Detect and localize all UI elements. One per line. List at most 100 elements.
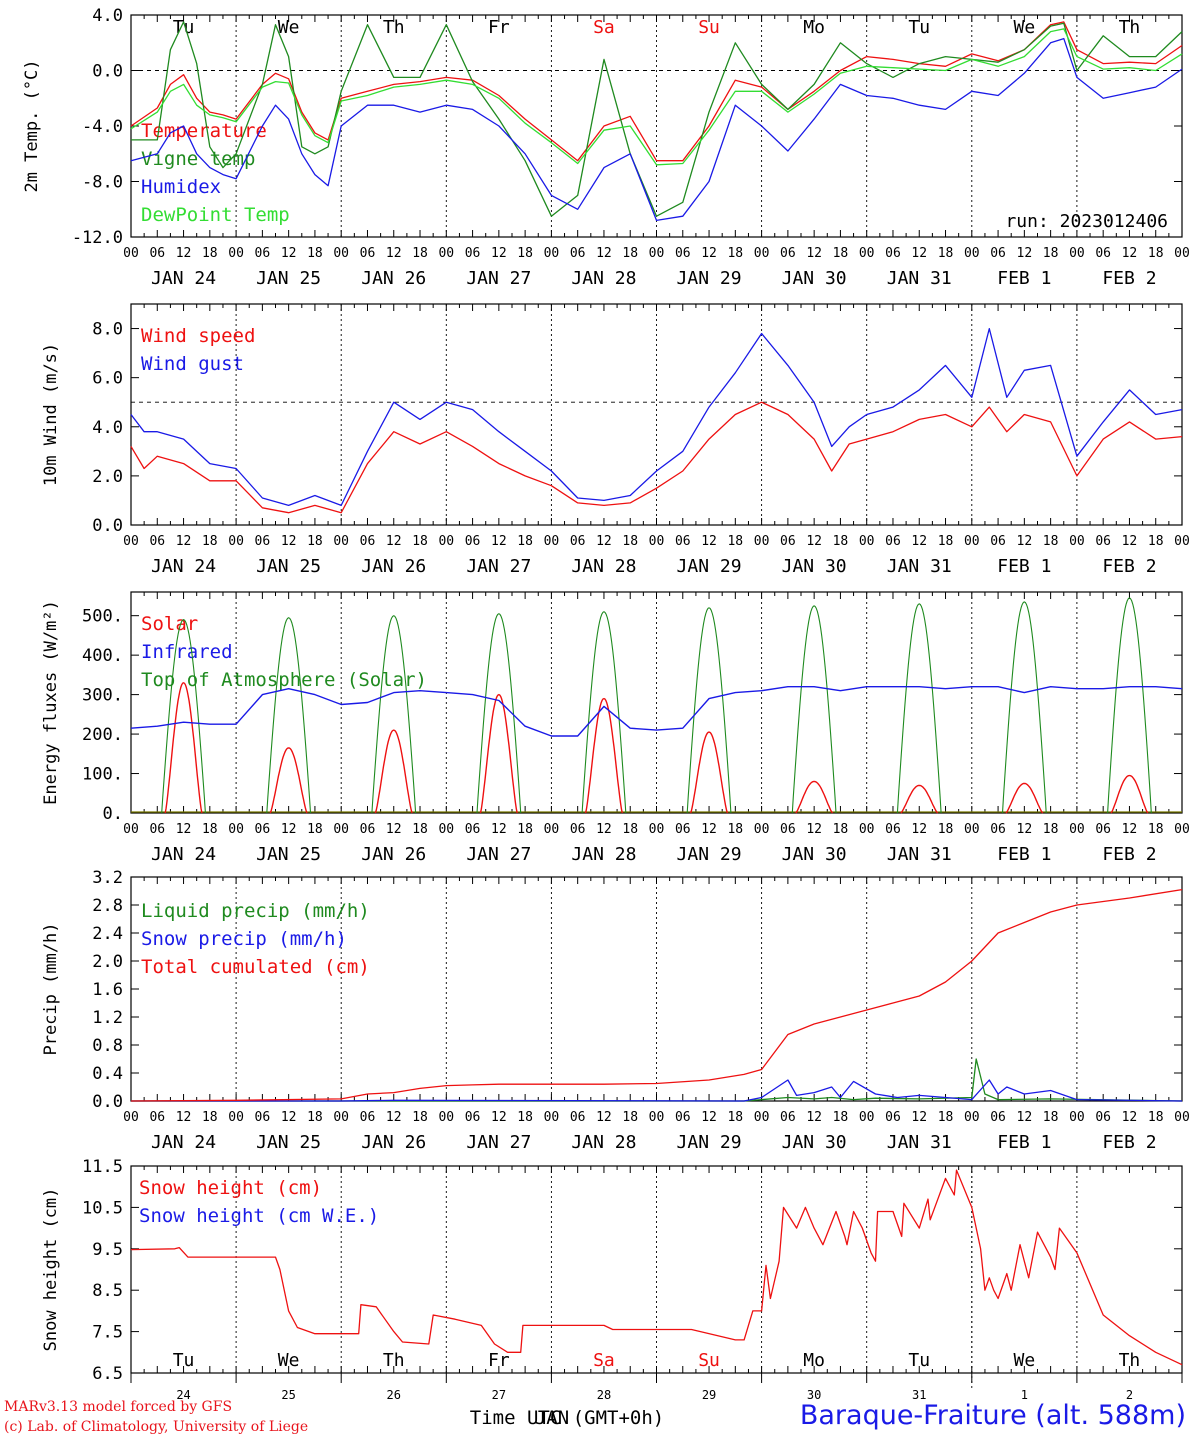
hour-tick-label: 18 (1148, 822, 1164, 837)
dewpoint-temp-curve (130, 28, 1183, 166)
y-tick-label: 500. (82, 607, 123, 627)
date-label: JAN 30 (782, 844, 847, 865)
hour-tick-label: 18 (1148, 246, 1164, 261)
date-label: JAN 28 (571, 844, 636, 865)
y-axis-label: 2m Temp. (°C) (22, 59, 42, 192)
hour-tick-label: 06 (149, 534, 165, 549)
date-label: JAN 26 (361, 844, 426, 865)
y-tick-label: 0.4 (92, 1064, 123, 1084)
hour-tick-label: 06 (780, 822, 796, 837)
date-label: JAN 31 (887, 268, 952, 289)
y-tick-label: -8.0 (82, 173, 123, 193)
weekday-label: Mo (803, 17, 825, 38)
hour-tick-label: 06 (255, 534, 271, 549)
hour-tick-label: 12 (911, 1110, 927, 1125)
toa-solar-curve (1001, 601, 1047, 814)
panel-temperature: 4.0 0.0 -4.0 -8.0 -12.0 2m Temp. (°C) 00 06 12 18… (22, 6, 1190, 289)
hour-tick-label: 00 (649, 822, 665, 837)
hour-tick-label: 18 (517, 1110, 533, 1125)
hour-tick-label: 18 (1148, 1110, 1164, 1125)
y-tick-label: 0. (103, 804, 123, 824)
hour-tick-label: 00 (333, 534, 349, 549)
hour-tick-label: 18 (622, 1110, 638, 1125)
hour-tick-label: 18 (517, 246, 533, 261)
hour-tick-label: 12 (386, 822, 402, 837)
hour-tick-label: 00 (544, 822, 560, 837)
legend-entry: Humidex (141, 176, 221, 198)
date-label: JAN 28 (571, 268, 636, 289)
date-label: JAN 26 (361, 1132, 426, 1153)
weekday-label: Tu (173, 1350, 195, 1371)
date-label: JAN 29 (677, 556, 742, 577)
hour-tick-label: 18 (202, 822, 218, 837)
date-label: FEB 2 (1102, 1132, 1156, 1153)
hour-tick-label: 12 (1017, 534, 1033, 549)
hour-tick-label: 06 (1095, 246, 1111, 261)
hour-tick-label: 18 (1043, 534, 1059, 549)
hour-tick-label: 18 (938, 534, 954, 549)
hour-tick-label: 06 (990, 246, 1006, 261)
hour-tick-label: 00 (333, 246, 349, 261)
y-axis-label: Snow height (cm) (41, 1188, 61, 1352)
date-label: FEB 1 (997, 844, 1051, 865)
toa-solar-curve (1107, 597, 1152, 814)
solar-curve (479, 693, 518, 814)
hour-tick-label: 12 (596, 246, 612, 261)
hour-tick-label: 00 (123, 534, 139, 549)
weekday-label: Tu (173, 17, 195, 38)
y-tick-label: 1.2 (92, 1008, 123, 1028)
legend-entry: Total cumulated (cm) (141, 956, 370, 978)
date-label: JAN 24 (151, 268, 216, 289)
hour-tick-label: 18 (202, 534, 218, 549)
weekday-label: Fr (488, 17, 510, 38)
hour-tick-label: 12 (281, 1110, 297, 1125)
legend-entry: Solar (141, 613, 198, 635)
hour-tick-label: 00 (333, 1110, 349, 1125)
hour-tick-label: 18 (938, 822, 954, 837)
weekday-label: Sa (593, 17, 615, 38)
weekday-label: We (1014, 17, 1036, 38)
hour-tick-label: 12 (176, 1110, 192, 1125)
hour-tick-label: 00 (123, 822, 139, 837)
hour-tick-label: 06 (885, 534, 901, 549)
day-number-label: 1 (1021, 1388, 1028, 1402)
date-label: JAN 30 (782, 556, 847, 577)
date-label: JAN 29 (677, 268, 742, 289)
hour-tick-label: 12 (281, 246, 297, 261)
hour-tick-label: 18 (412, 534, 428, 549)
hour-tick-label: 00 (964, 1110, 980, 1125)
hour-tick-label: 00 (1069, 1110, 1085, 1125)
legend-entry: Temperature (141, 120, 267, 142)
hour-tick-label: 06 (255, 246, 271, 261)
hour-tick-label: 06 (1095, 822, 1111, 837)
hour-tick-label: 12 (491, 822, 507, 837)
solar-curve (164, 682, 203, 814)
date-label: JAN 24 (151, 1132, 216, 1153)
y-tick-label: 300. (82, 686, 123, 706)
hour-tick-label: 18 (833, 534, 849, 549)
legend-entry: Snow height (cm) (139, 1177, 322, 1199)
hour-tick-label: 00 (123, 1110, 139, 1125)
hour-tick-label: 00 (1174, 246, 1190, 261)
hour-tick-label: 18 (938, 246, 954, 261)
hour-tick-label: 06 (465, 246, 481, 261)
hour-tick-label: 00 (123, 246, 139, 261)
panel-energy: 500. 400. 300. 200. 100. 0. Energy fluxes (W/m… (41, 591, 1190, 865)
legend-entry: Infrared (141, 641, 233, 663)
date-label: JAN 29 (677, 1132, 742, 1153)
weekday-label: Th (1119, 1350, 1141, 1371)
hour-tick-label: 00 (1174, 534, 1190, 549)
y-axis-label: Energy fluxes (W/m²) (41, 600, 61, 805)
date-label: JAN 27 (466, 1132, 531, 1153)
date-label: JAN 26 (361, 268, 426, 289)
hour-tick-label: 12 (176, 246, 192, 261)
legend-entry: Snow precip (mm/h) (141, 928, 347, 950)
hour-tick-label: 00 (649, 1110, 665, 1125)
hour-tick-label: 00 (649, 246, 665, 261)
date-label: JAN 29 (677, 844, 742, 865)
hour-tick-label: 06 (780, 1110, 796, 1125)
hour-tick-label: 00 (964, 822, 980, 837)
solar-curve (269, 747, 308, 814)
date-label: FEB 2 (1102, 844, 1156, 865)
hour-tick-label: 12 (386, 1110, 402, 1125)
